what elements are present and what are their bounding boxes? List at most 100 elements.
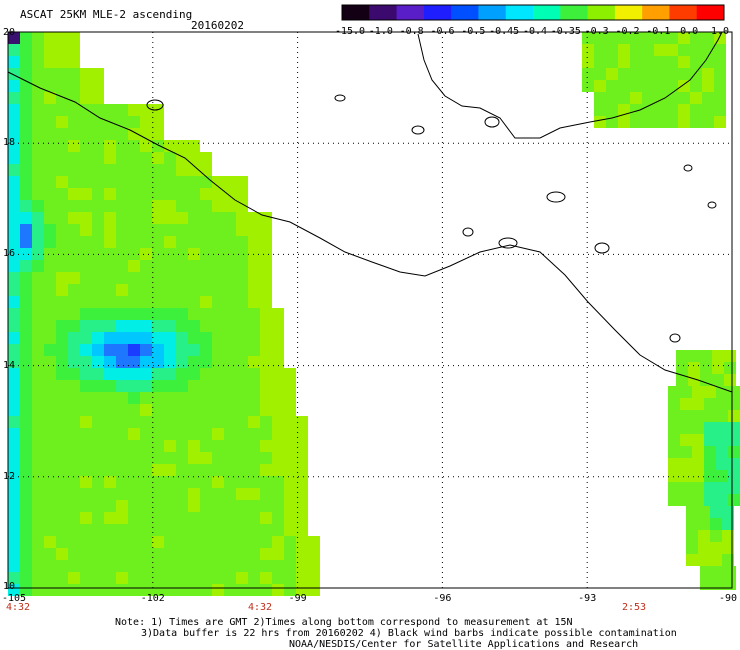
swath-cell (68, 44, 80, 56)
swath-cell (668, 494, 680, 506)
swath-cell (296, 428, 308, 440)
swath-cell (260, 404, 272, 416)
swath-cell (140, 152, 152, 164)
swath-cell (224, 356, 236, 368)
swath-cell (32, 488, 44, 500)
swath-cell (618, 44, 630, 56)
swath-cell (248, 572, 260, 584)
swath-cell (188, 380, 200, 392)
swath-cell (92, 488, 104, 500)
swath-cell (260, 572, 272, 584)
swath-cell (692, 398, 704, 410)
swath-cell (92, 524, 104, 536)
swath-cell (140, 464, 152, 476)
colorbar-label: -0.5 (461, 26, 486, 37)
swath-cell (176, 584, 188, 596)
swath-cell (20, 368, 32, 380)
swath-cell (68, 536, 80, 548)
swath-cell (296, 464, 308, 476)
swath-cell (248, 392, 260, 404)
swath-cell (164, 404, 176, 416)
swath-cell (104, 296, 116, 308)
swath-cell (8, 140, 20, 152)
swath-cell (44, 512, 56, 524)
swath-cell (116, 464, 128, 476)
pass-time-label: 2:53 (621, 602, 647, 613)
swath-cell (152, 188, 164, 200)
swath-cell (248, 488, 260, 500)
swath-cell (104, 476, 116, 488)
swath-cell (128, 212, 140, 224)
swath-cell (32, 212, 44, 224)
swath-cell (212, 380, 224, 392)
swath-cell (164, 152, 176, 164)
swath-cell (666, 92, 678, 104)
swath-cell (668, 446, 680, 458)
swath-cell (680, 398, 692, 410)
swath-cell (92, 128, 104, 140)
swath-cell (618, 68, 630, 80)
swath-cell (140, 320, 152, 332)
swath-cell (712, 578, 724, 590)
swath-cell (56, 428, 68, 440)
swath-cell (32, 332, 44, 344)
swath-cell (68, 320, 80, 332)
swath-cell (642, 44, 654, 56)
swath-cell (582, 44, 594, 56)
colorbar-swatch (614, 5, 643, 20)
swath-cell (44, 488, 56, 500)
swath-cell (678, 104, 690, 116)
swath-cell (104, 332, 116, 344)
swath-cell (164, 440, 176, 452)
swath-cell (212, 392, 224, 404)
swath-cell (236, 488, 248, 500)
swath-cell (116, 500, 128, 512)
swath-cell (8, 440, 20, 452)
swath-cell (68, 200, 80, 212)
swath-cell (714, 68, 726, 80)
swath-cell (642, 80, 654, 92)
swath-cell (212, 512, 224, 524)
swath-cell (728, 446, 740, 458)
swath-cell (32, 188, 44, 200)
swath-cell (44, 356, 56, 368)
swath-cell (80, 176, 92, 188)
swath-cell (618, 32, 630, 44)
swath-cell (128, 452, 140, 464)
swath-cell (56, 32, 68, 44)
swath-cell (20, 488, 32, 500)
swath-cell (200, 380, 212, 392)
swath-cell (152, 356, 164, 368)
swath-cell (188, 536, 200, 548)
swath-cell (700, 350, 712, 362)
swath-cell (176, 212, 188, 224)
swath-cell (68, 284, 80, 296)
swath-cell (224, 584, 236, 596)
graticule (8, 32, 732, 588)
swath-cell (176, 260, 188, 272)
swath-cell (68, 92, 80, 104)
swath-cell (284, 440, 296, 452)
swath-cell (164, 200, 176, 212)
swath-cell (44, 44, 56, 56)
swath-cell (80, 68, 92, 80)
swath-cell (8, 500, 20, 512)
swath-cell (260, 452, 272, 464)
swath-cell (44, 440, 56, 452)
swath-cell (260, 332, 272, 344)
swath-cell (8, 452, 20, 464)
swath-cell (152, 152, 164, 164)
swath-cell (44, 224, 56, 236)
swath-cell (152, 548, 164, 560)
swath-cell (140, 368, 152, 380)
swath-cell (272, 572, 284, 584)
swath-cell (308, 584, 320, 596)
swath-cell (188, 224, 200, 236)
swath-cell (176, 476, 188, 488)
swath-cell (248, 512, 260, 524)
swath-cell (692, 410, 704, 422)
swath-cell (248, 320, 260, 332)
swath-cell (248, 560, 260, 572)
swath-cell (630, 104, 642, 116)
colorbar-label: -0.3 (584, 26, 609, 37)
